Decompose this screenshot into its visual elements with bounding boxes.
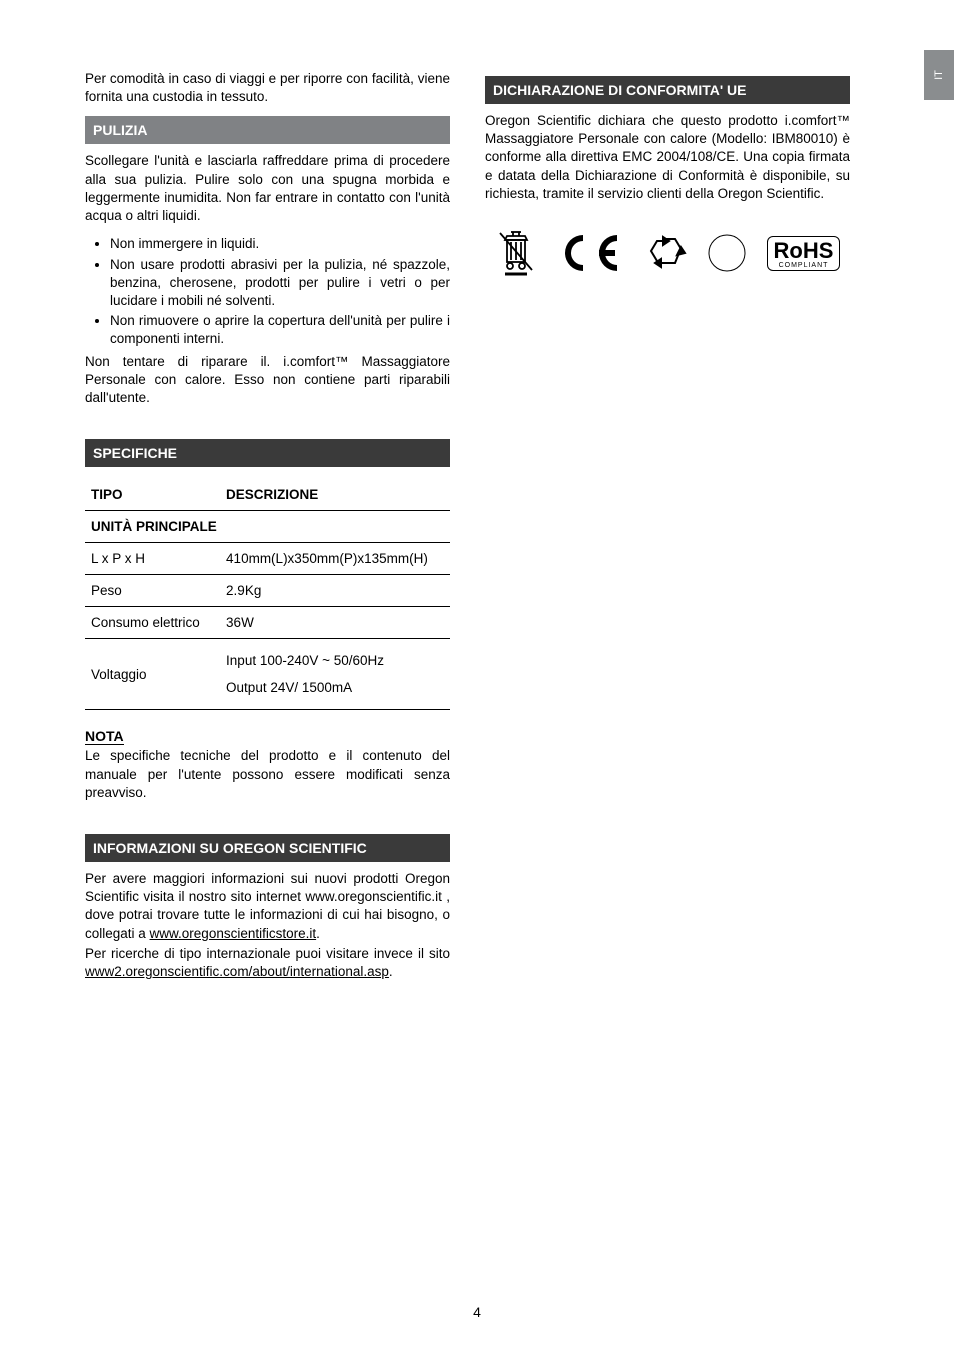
compliance-logos: RoHS COMPLIANT [485,228,850,278]
rohs-icon: RoHS COMPLIANT [767,236,841,271]
spec-val: 36W [220,607,450,639]
info-para-2: Per ricerche di tipo internazionale puoi… [85,945,450,981]
spec-key: L x P x H [85,543,220,575]
th-descrizione: DESCRIZIONE [220,479,450,511]
language-tab: IT [924,50,954,100]
info-text: . [389,964,393,979]
voltage-line2: Output 24V/ 1500mA [226,674,444,701]
declaration-header: DICHIARAZIONE DI CONFORMITA' UE [485,76,850,104]
table-row: Peso 2.9Kg [85,575,450,607]
declaration-body: Oregon Scientific dichiara che questo pr… [485,112,850,203]
recycle-icon [643,231,687,275]
bullet-item: Non immergere in liquidi. [110,235,450,253]
spec-key: Peso [85,575,220,607]
rohs-text: RoHS [774,240,834,262]
weee-icon [495,228,537,278]
table-row: Voltaggio Input 100-240V ~ 50/60Hz Outpu… [85,639,450,710]
unit-section: UNITÀ PRINCIPALE [85,511,450,543]
spec-val: 2.9Kg [220,575,450,607]
nota-body: Le specifiche tecniche del prodotto e il… [85,747,450,802]
nota-header: NOTA [85,728,124,745]
table-header-row: TIPO DESCRIZIONE [85,479,450,511]
info-text: . [316,926,320,941]
pulizia-bullets: Non immergere in liquidi. Non usare prod… [85,235,450,348]
ce-icon [555,231,625,275]
info-header: INFORMAZIONI SU OREGON SCIENTIFIC [85,834,450,862]
info-para-1: Per avere maggiori informazioni sui nuov… [85,870,450,943]
spec-val: 410mm(L)x350mm(P)x135mm(H) [220,543,450,575]
table-section-row: UNITÀ PRINCIPALE [85,511,450,543]
pulizia-header: PULIZIA [85,116,450,144]
page-number: 4 [0,1304,954,1320]
info-text: Per ricerche di tipo internazionale puoi… [85,946,450,961]
th-tipo: TIPO [85,479,220,511]
rohs-subtext: COMPLIANT [779,262,829,269]
table-row: L x P x H 410mm(L)x350mm(P)x135mm(H) [85,543,450,575]
right-column: DICHIARAZIONE DI CONFORMITA' UE Oregon S… [485,70,850,991]
pulizia-para-1: Scollegare l'unità e lasciarla raffredda… [85,152,450,225]
info-link-1[interactable]: www.oregonscientificstore.it [150,926,317,941]
spec-table: TIPO DESCRIZIONE UNITÀ PRINCIPALE L x P … [85,479,450,710]
gruene-punkt-icon [705,231,749,275]
spec-key: Voltaggio [85,639,220,710]
left-column: Per comodità in caso di viaggi e per rip… [85,70,450,991]
spec-key: Consumo elettrico [85,607,220,639]
specifiche-header: SPECIFICHE [85,439,450,467]
info-link-2[interactable]: www2.oregonscientific.com/about/internat… [85,964,389,979]
table-row: Consumo elettrico 36W [85,607,450,639]
page-content: Per comodità in caso di viaggi e per rip… [0,0,954,1031]
bullet-item: Non rimuovere o aprire la copertura dell… [110,312,450,348]
pulizia-para-2: Non tentare di riparare il. i.comfort™ M… [85,353,450,408]
spec-val: Input 100-240V ~ 50/60Hz Output 24V/ 150… [220,639,450,710]
intro-paragraph: Per comodità in caso di viaggi e per rip… [85,70,450,106]
voltage-line1: Input 100-240V ~ 50/60Hz [226,647,444,674]
bullet-item: Non usare prodotti abrasivi per la puliz… [110,256,450,311]
